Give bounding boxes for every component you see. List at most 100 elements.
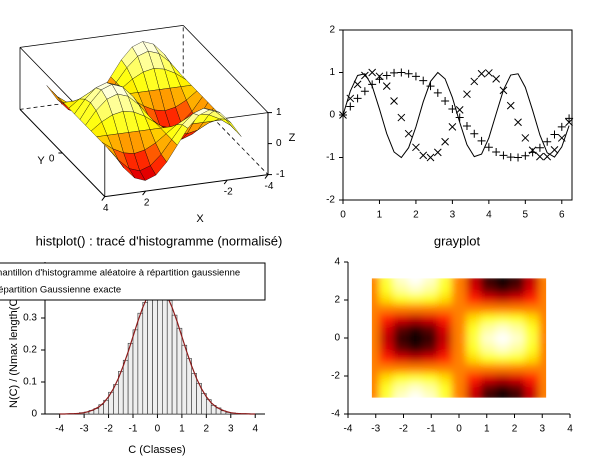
heat-cell	[538, 362, 547, 374]
marker	[485, 69, 493, 77]
chart-title: grayplot	[434, 233, 481, 248]
marker	[426, 153, 435, 162]
marker	[448, 105, 457, 114]
marker	[514, 118, 522, 127]
heat-cell	[524, 303, 540, 314]
heat-cell	[437, 333, 453, 344]
surface-facet	[225, 118, 242, 137]
x-tick-label: 2	[413, 210, 419, 221]
y-axis-label: N(C) / (Nmax length(C))	[8, 291, 20, 408]
heat-cell	[480, 303, 496, 314]
heat-cell	[524, 313, 540, 324]
x-tick-label: -2	[104, 424, 113, 435]
x-tick-label: -2	[399, 424, 408, 435]
marker	[419, 151, 428, 160]
heat-cell	[466, 372, 482, 384]
x-tick-label: 4	[486, 210, 492, 221]
heat-cell	[393, 382, 409, 394]
heat-cell	[509, 392, 525, 398]
marker	[506, 101, 515, 110]
bar	[181, 344, 188, 415]
x-tick-label: -4	[265, 181, 274, 192]
marker	[470, 77, 479, 86]
heat-cell	[451, 278, 467, 284]
heat-cell	[371, 323, 380, 334]
marker	[521, 134, 530, 142]
y-tick-label: 1	[329, 67, 335, 78]
x-tick-label: 2	[144, 198, 150, 209]
heat-cell	[466, 342, 482, 354]
z-tick-label: -1	[276, 169, 285, 180]
heat-cell	[422, 362, 438, 374]
heat-cell	[509, 382, 525, 394]
x-tick-label: 0	[155, 424, 161, 435]
marker	[477, 136, 486, 145]
marker	[492, 75, 501, 83]
x-tick-label: 3	[450, 210, 456, 221]
marker	[535, 143, 544, 152]
heat-cell	[538, 352, 547, 364]
heat-cell	[422, 372, 438, 384]
heat-cell	[480, 392, 496, 398]
y-tick-label: 4	[334, 257, 340, 268]
x-tick-label: 4	[103, 203, 109, 214]
heat-cell	[379, 278, 395, 284]
y-tick-label: -2	[326, 195, 335, 206]
heat-cell	[371, 342, 380, 354]
heat-cell	[495, 323, 511, 334]
heat-cell	[371, 362, 380, 374]
heat-cell	[371, 372, 380, 384]
heat-cell	[509, 342, 525, 354]
marker	[484, 143, 493, 152]
heat-cell	[466, 283, 482, 294]
heat-cell	[379, 392, 395, 398]
marker	[455, 106, 464, 114]
marker	[521, 151, 530, 160]
heat-cell	[437, 313, 453, 324]
x-tick-label: -3	[80, 424, 89, 435]
heat-cell	[524, 293, 540, 304]
x-tick-label: 1	[484, 424, 490, 435]
heat-cell	[371, 283, 380, 294]
legend-label: échantillon d'histogramme aléatoire à ré…	[0, 268, 240, 279]
heat-cell	[509, 313, 525, 324]
heat-cell	[480, 342, 496, 354]
heat-cell	[379, 372, 395, 384]
marker	[368, 68, 377, 77]
heat-cell	[393, 278, 409, 284]
x-tick-label: 0	[340, 210, 346, 221]
heat-cell	[437, 362, 453, 374]
x-tick-label: 4	[252, 424, 258, 435]
x-tick-label: 5	[523, 210, 529, 221]
heat-cell	[538, 342, 547, 354]
heat-cell	[422, 392, 438, 398]
y-tick-label: 2	[334, 295, 340, 306]
heat-cell	[480, 313, 496, 324]
marker	[557, 122, 566, 131]
heat-cell	[495, 382, 511, 394]
box-edge	[182, 25, 269, 113]
bar	[191, 373, 197, 415]
heat-cell	[437, 323, 453, 334]
marker	[419, 76, 428, 85]
heat-cell	[371, 293, 380, 304]
heat-cell	[451, 352, 467, 364]
marker	[390, 68, 399, 77]
heat-cell	[451, 362, 467, 374]
heat-cell	[379, 293, 395, 304]
heat-cell	[524, 342, 540, 354]
bar	[162, 292, 168, 415]
heat-cell	[524, 352, 540, 364]
heat-cell	[524, 362, 540, 374]
marker	[404, 69, 413, 78]
marker	[375, 72, 384, 81]
y-tick-label: 0.2	[23, 345, 37, 356]
marker	[433, 148, 442, 157]
marker	[426, 82, 435, 91]
heat-cell	[393, 323, 409, 334]
heat-cell	[437, 283, 453, 294]
y-axis-label: Y	[37, 155, 45, 167]
marker	[506, 153, 515, 162]
heat-cell	[495, 313, 511, 324]
heat-cell	[379, 333, 395, 344]
